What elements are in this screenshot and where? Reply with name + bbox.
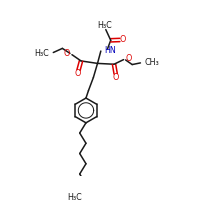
Text: HN: HN: [104, 46, 116, 55]
Text: O: O: [75, 69, 81, 78]
Text: H₃C: H₃C: [98, 21, 112, 30]
Text: O: O: [120, 35, 126, 44]
Text: H₃C: H₃C: [67, 193, 82, 200]
Text: O: O: [126, 54, 132, 63]
Text: H₃C: H₃C: [34, 49, 49, 58]
Text: O: O: [63, 49, 69, 58]
Text: CH₃: CH₃: [144, 58, 159, 67]
Text: O: O: [113, 73, 119, 82]
